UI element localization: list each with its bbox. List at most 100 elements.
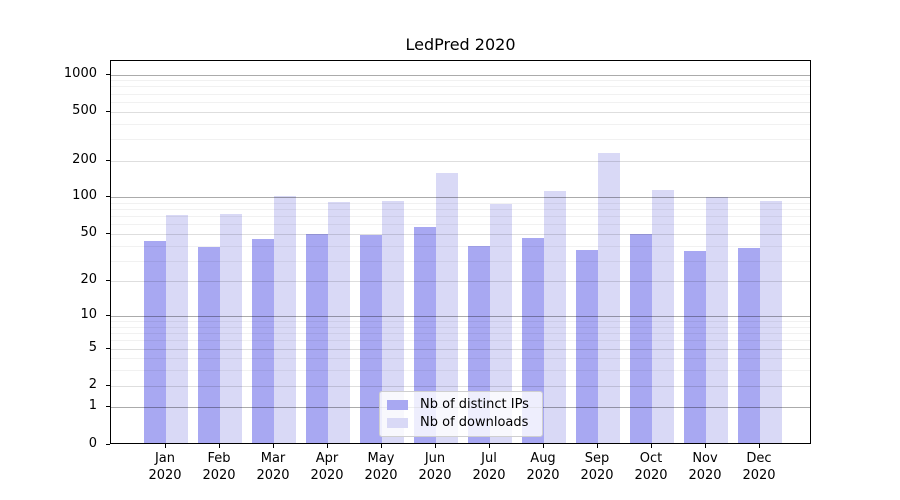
y-tick-label-20: 20 (80, 272, 97, 288)
gridline-minor-80 (111, 209, 810, 211)
x-tick-jun-2020 (435, 444, 436, 448)
y-tick-50 (106, 232, 110, 234)
x-tick-jan-2020 (165, 444, 166, 448)
y-tick-label-1000: 1000 (63, 65, 97, 81)
bar-nb-of-downloads-aug-2020 (544, 190, 566, 443)
y-tick-2 (106, 384, 110, 386)
bar-nb-of-downloads-oct-2020 (652, 189, 674, 443)
legend-swatch-downloads (387, 417, 408, 429)
x-tick-sep-2020 (597, 444, 598, 448)
y-tick-20 (106, 280, 110, 282)
y-tick-label-10: 10 (80, 307, 97, 323)
legend-swatch-distinct-ips (387, 399, 408, 411)
gridline-minor-600 (111, 101, 810, 103)
y-tick-500 (106, 110, 110, 112)
gridline-200 (111, 160, 810, 162)
gridline-minor-30 (111, 260, 810, 262)
x-tick-mar-2020 (273, 444, 274, 448)
gridline-minor-700 (111, 93, 810, 95)
bar-nb-of-downloads-jun-2020 (436, 173, 458, 443)
gridline-minor-900 (111, 80, 810, 82)
bar-nb-of-distinct-ips-jan-2020 (144, 240, 166, 443)
y-tick-0 (106, 443, 110, 445)
y-tick-200 (106, 159, 110, 161)
x-tick-oct-2020 (651, 444, 652, 448)
bar-nb-of-downloads-jul-2020 (490, 204, 512, 443)
gridline-minor-9 (111, 321, 810, 323)
y-tick-label-500: 500 (72, 102, 97, 118)
gridline-minor-90 (111, 202, 810, 204)
gridline-minor-400 (111, 123, 810, 125)
y-tick-100 (106, 196, 110, 198)
gridline-1000 (111, 74, 810, 76)
x-tick-label-jan-2020: Jan 2020 (148, 451, 182, 483)
gridline-minor-60 (111, 224, 810, 226)
x-tick-label-jun-2020: Jun 2020 (418, 451, 452, 483)
gridline-minor-800 (111, 86, 810, 88)
gridline-500 (111, 111, 810, 113)
x-tick-label-dec-2020: Dec 2020 (742, 451, 776, 483)
y-tick-10 (106, 315, 110, 317)
x-tick-label-mar-2020: Mar 2020 (256, 451, 290, 483)
x-tick-label-feb-2020: Feb 2020 (202, 451, 236, 483)
y-tick-label-2: 2 (88, 376, 97, 392)
bar-nb-of-distinct-ips-oct-2020 (630, 233, 652, 443)
y-tick-label-0: 0 (88, 435, 97, 451)
legend-label-downloads: Nb of downloads (420, 415, 529, 430)
y-tick-5 (106, 347, 110, 349)
gridline-minor-8 (111, 326, 810, 328)
plot-area (110, 60, 811, 444)
bar-nb-of-downloads-feb-2020 (220, 214, 242, 443)
legend-item-downloads: Nb of downloads (387, 414, 536, 432)
gridline-minor-6 (111, 340, 810, 342)
bar-nb-of-distinct-ips-dec-2020 (738, 248, 760, 443)
y-tick-label-200: 200 (72, 151, 97, 167)
x-tick-jul-2020 (489, 444, 490, 448)
gridline-2 (111, 385, 810, 387)
bar-nb-of-distinct-ips-may-2020 (360, 235, 382, 443)
x-tick-dec-2020 (759, 444, 760, 448)
legend: Nb of distinct IPs Nb of downloads (379, 391, 543, 437)
grid-layer (111, 61, 810, 443)
bar-nb-of-distinct-ips-nov-2020 (684, 251, 706, 443)
x-tick-feb-2020 (219, 444, 220, 448)
gridline-minor-300 (111, 138, 810, 140)
y-tick-1000 (106, 73, 110, 75)
x-tick-aug-2020 (543, 444, 544, 448)
gridline-20 (111, 281, 810, 283)
x-tick-nov-2020 (705, 444, 706, 448)
bar-nb-of-distinct-ips-sep-2020 (576, 249, 598, 443)
bar-nb-of-distinct-ips-feb-2020 (198, 246, 220, 443)
x-tick-label-sep-2020: Sep 2020 (580, 451, 614, 483)
legend-label-distinct-ips: Nb of distinct IPs (420, 397, 529, 412)
gridline-5 (111, 348, 810, 350)
bar-nb-of-distinct-ips-mar-2020 (252, 239, 274, 443)
x-tick-may-2020 (381, 444, 382, 448)
y-tick-1 (106, 406, 110, 408)
gridline-50 (111, 233, 810, 235)
x-tick-label-nov-2020: Nov 2020 (688, 451, 722, 483)
gridline-10 (111, 316, 810, 318)
gridline-minor-3 (111, 370, 810, 372)
bar-nb-of-distinct-ips-apr-2020 (306, 233, 328, 443)
x-tick-label-oct-2020: Oct 2020 (634, 451, 668, 483)
x-tick-label-jul-2020: Jul 2020 (472, 451, 506, 483)
bar-nb-of-downloads-jan-2020 (166, 214, 188, 443)
bar-nb-of-downloads-mar-2020 (274, 196, 296, 443)
bar-nb-of-downloads-may-2020 (382, 200, 404, 443)
bar-nb-of-downloads-dec-2020 (760, 201, 782, 443)
legend-item-distinct-ips: Nb of distinct IPs (387, 396, 536, 414)
gridline-minor-40 (111, 245, 810, 247)
x-tick-label-apr-2020: Apr 2020 (310, 451, 344, 483)
x-tick-apr-2020 (327, 444, 328, 448)
y-tick-label-50: 50 (80, 224, 97, 240)
y-tick-label-1: 1 (88, 398, 97, 414)
chart-title: LedPred 2020 (405, 35, 516, 54)
gridline-minor-7 (111, 333, 810, 335)
gridline-100 (111, 197, 810, 199)
gridline-minor-70 (111, 216, 810, 218)
gridline-minor-4 (111, 358, 810, 360)
bar-nb-of-downloads-sep-2020 (598, 152, 620, 443)
bar-nb-of-downloads-nov-2020 (706, 197, 728, 443)
